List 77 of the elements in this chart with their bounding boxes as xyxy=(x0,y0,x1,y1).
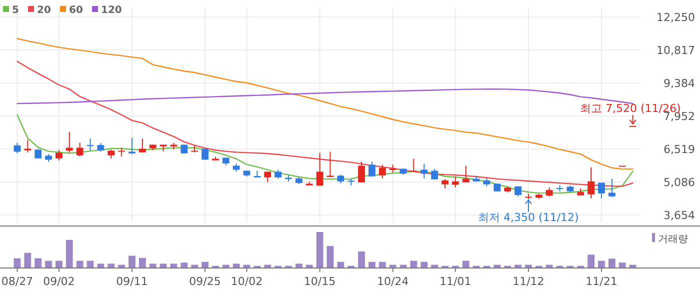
candlestick xyxy=(86,138,94,151)
candlestick xyxy=(34,148,42,159)
candlestick xyxy=(588,166,594,199)
bar xyxy=(420,262,428,268)
legend-label: 20 xyxy=(37,5,51,16)
candlestick xyxy=(442,178,448,189)
candlestick xyxy=(316,152,324,186)
bar xyxy=(149,264,156,268)
candlestick xyxy=(66,131,73,153)
bar xyxy=(588,254,594,268)
candlestick xyxy=(431,168,438,180)
x-tick-label: 09/02 xyxy=(43,275,75,288)
annotation: 최고 7,520 (11/26) xyxy=(580,102,681,115)
y-tick-label: 5,086 xyxy=(664,176,695,190)
line-series xyxy=(16,88,634,104)
candlestick xyxy=(378,164,386,179)
candlestick xyxy=(358,161,365,183)
bar xyxy=(202,262,208,268)
candlestick xyxy=(76,142,84,157)
candlestick xyxy=(420,163,428,179)
candlestick xyxy=(14,142,21,154)
bar xyxy=(76,260,84,268)
bar xyxy=(608,258,616,268)
legend-label: 5 xyxy=(12,5,19,16)
y-tick-label: 3,654 xyxy=(664,209,695,222)
candlestick xyxy=(452,176,459,188)
candlestick xyxy=(56,150,62,161)
bar xyxy=(358,251,365,268)
x-tick-label: 11/21 xyxy=(586,275,618,288)
legend-label: 120 xyxy=(101,5,122,16)
bar xyxy=(138,258,146,268)
bar xyxy=(180,262,188,268)
x-tick-label: 11/01 xyxy=(440,275,472,288)
bar xyxy=(378,262,386,268)
y-tick-label: 10,817 xyxy=(656,44,695,58)
x-tick-label: 10/24 xyxy=(376,275,409,288)
x-tick-label: 08/27 xyxy=(1,275,34,288)
bar xyxy=(316,232,324,268)
bar xyxy=(368,262,376,268)
bar xyxy=(108,264,115,268)
bar xyxy=(66,240,73,268)
candlestick xyxy=(264,171,272,183)
x-tick-label: 10/02 xyxy=(230,275,263,288)
candlestick xyxy=(128,137,136,155)
candlestick xyxy=(368,161,376,177)
bar xyxy=(97,264,104,268)
y-tick-label: 9,384 xyxy=(664,77,695,90)
bar xyxy=(128,256,136,268)
bar xyxy=(45,260,52,268)
legend-label: 거래량 xyxy=(658,234,688,245)
bar xyxy=(326,246,334,268)
candlestick xyxy=(24,139,32,153)
bar xyxy=(56,260,62,268)
x-tick-label: 09/25 xyxy=(189,275,221,288)
candlestick xyxy=(462,165,470,183)
bar xyxy=(337,262,344,268)
bar xyxy=(598,260,605,268)
annotation: 최저 4,350 (11/12) xyxy=(478,210,579,224)
legend-label: 60 xyxy=(69,5,83,16)
candlestick xyxy=(410,158,418,172)
x-tick-label: 10/15 xyxy=(304,275,336,288)
x-tick-label: 11/12 xyxy=(512,275,544,288)
bar xyxy=(410,260,418,268)
candlestick xyxy=(118,147,125,157)
candlestick xyxy=(326,151,334,178)
y-tick-label: 6,519 xyxy=(664,143,695,156)
candlestick xyxy=(598,182,605,199)
y-tick-label: 12,250 xyxy=(656,11,695,24)
bar xyxy=(232,264,240,268)
candlestick xyxy=(138,138,146,153)
bar xyxy=(462,260,470,268)
bar xyxy=(618,262,626,268)
bar xyxy=(295,264,302,268)
x-tick-label: 09/11 xyxy=(116,275,148,288)
bar xyxy=(34,258,42,268)
bar xyxy=(24,252,32,268)
candlestick xyxy=(608,178,616,198)
